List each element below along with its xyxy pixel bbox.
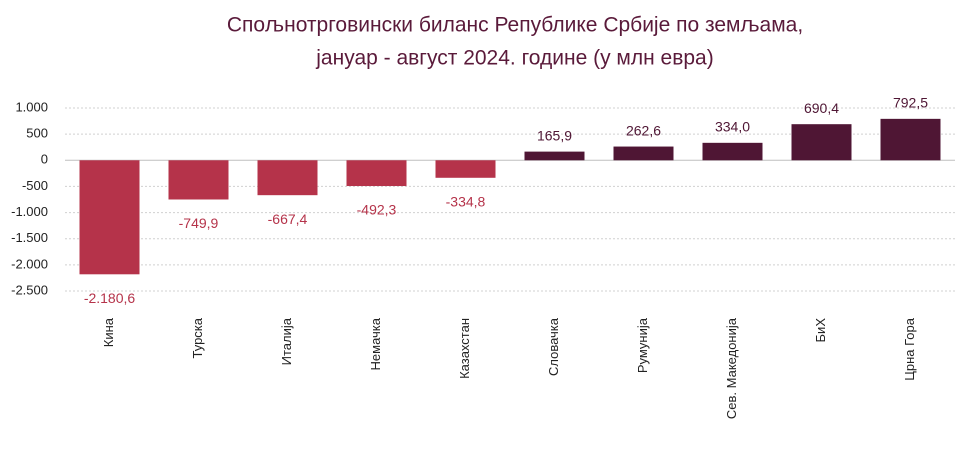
bar xyxy=(168,160,229,200)
chart-title: Спољнотрговински биланс Републике Србије… xyxy=(227,14,803,37)
y-tick-label: 1.000 xyxy=(15,99,48,114)
bar xyxy=(79,160,140,275)
data-label: 334,0 xyxy=(715,119,750,135)
data-label: -667,4 xyxy=(268,211,308,227)
data-label: -334,8 xyxy=(446,193,486,209)
y-tick-label: -2.500 xyxy=(11,282,48,297)
x-tick-label: Немачка xyxy=(368,317,383,370)
bar xyxy=(702,142,763,161)
y-tick-label: -1.000 xyxy=(11,204,48,219)
x-tick-label: Румунија xyxy=(635,317,650,373)
bar xyxy=(435,160,496,178)
bar xyxy=(257,160,318,196)
x-tick-label: Сев. Македонија xyxy=(724,317,739,419)
data-label: -492,3 xyxy=(357,202,397,218)
data-label: 690,4 xyxy=(804,100,839,116)
y-tick-label: -1.500 xyxy=(11,230,48,245)
chart-title: јануар - август 2024. године (у млн евра… xyxy=(315,47,713,70)
x-tick-label: БиХ xyxy=(813,318,828,343)
x-tick-label: Кина xyxy=(101,317,116,347)
data-label: -2.180,6 xyxy=(84,290,136,306)
x-tick-label: Турска xyxy=(190,317,205,358)
y-tick-label: 500 xyxy=(26,126,48,141)
data-label: 792,5 xyxy=(893,95,928,111)
bar xyxy=(791,124,852,161)
data-label: -749,9 xyxy=(179,215,219,231)
x-tick-label: Италија xyxy=(279,317,294,365)
x-tick-label: Казахстан xyxy=(457,318,472,379)
y-tick-label: 0 xyxy=(41,152,48,167)
data-label: 165,9 xyxy=(537,127,572,143)
bar xyxy=(613,146,674,161)
data-label: 262,6 xyxy=(626,122,661,138)
x-tick-label: Црна Гора xyxy=(902,317,917,380)
y-tick-label: -2.000 xyxy=(11,256,48,271)
y-tick-label: -500 xyxy=(22,178,48,193)
bar xyxy=(880,118,941,161)
bar xyxy=(346,160,407,187)
x-tick-label: Словачка xyxy=(546,317,561,376)
bar xyxy=(524,151,585,161)
